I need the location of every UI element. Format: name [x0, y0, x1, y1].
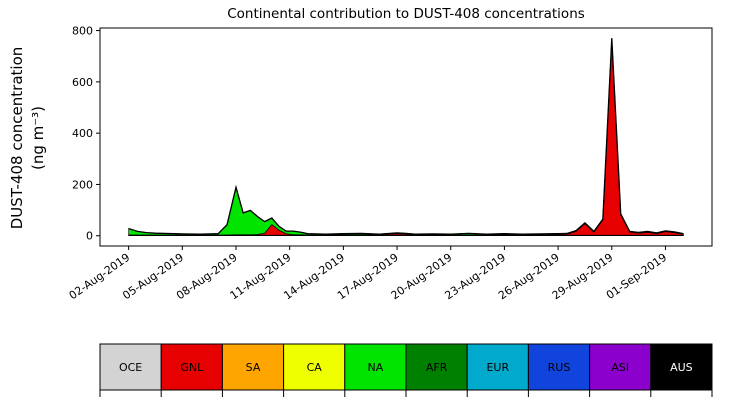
- legend-cell-CA: [283, 343, 346, 391]
- legend-label-OCE: OCE: [119, 361, 142, 374]
- total-outline: [128, 38, 684, 235]
- y-axis-label: DUST-408 concentration (ng m⁻³): [7, 8, 49, 268]
- legend-label-ASI: ASI: [611, 361, 629, 374]
- legend-label-RUS: RUS: [548, 361, 571, 374]
- area-GNL: [128, 39, 684, 236]
- y-axis-label-line2: (ng m⁻³): [29, 105, 47, 171]
- legend-label-AUS: AUS: [670, 361, 693, 374]
- area-RUS: [128, 38, 684, 235]
- x-tick-label: 01-Sep-2019: [604, 251, 669, 302]
- legend-cell-AFR: [405, 343, 468, 391]
- legend-label-NA: NA: [368, 361, 384, 374]
- area-NA: [128, 38, 684, 236]
- legend-label-AFR: AFR: [426, 361, 448, 374]
- legend-cell-NA: [344, 343, 407, 391]
- area-EUR: [128, 38, 684, 235]
- area-SA: [128, 39, 684, 236]
- plot-border: [99, 27, 713, 247]
- legend-cell-SA: [221, 343, 285, 391]
- legend-cell-RUS: [527, 343, 591, 391]
- legend-label-EUR: EUR: [486, 361, 509, 374]
- chart-title: Continental contribution to DUST-408 con…: [227, 6, 585, 22]
- area-AFR: [128, 38, 684, 235]
- legend-cell-EUR: [466, 343, 529, 391]
- y-tick-label: 800: [72, 25, 93, 38]
- y-tick-label: 200: [72, 178, 93, 191]
- y-tick-label: 0: [86, 230, 93, 243]
- legend-label-CA: CA: [307, 361, 323, 374]
- legend-label-GNL: GNL: [180, 361, 204, 374]
- legend-cell-GNL: [160, 343, 223, 391]
- area-AUS: [128, 38, 684, 235]
- legend-cell-ASI: [589, 343, 652, 391]
- legend-cell-OCE: [99, 343, 162, 391]
- y-tick-label: 400: [72, 127, 93, 140]
- y-tick-label: 600: [72, 76, 93, 89]
- area-CA: [128, 39, 684, 236]
- legend-cell-AUS: [650, 343, 713, 391]
- y-axis-label-line1: DUST-408 concentration: [8, 46, 26, 230]
- area-ASI: [128, 38, 684, 235]
- legend-label-SA: SA: [246, 361, 261, 374]
